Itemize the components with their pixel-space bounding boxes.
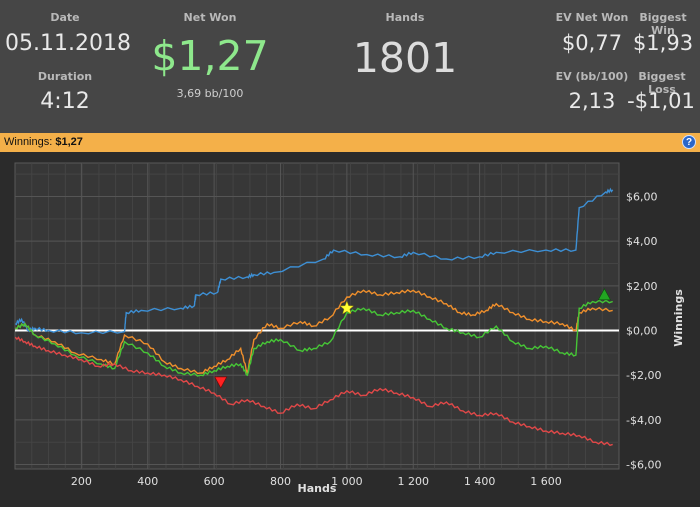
winnings-label: Winnings:: [4, 136, 53, 148]
grid: [15, 163, 619, 469]
biggest-win-marker: [597, 288, 611, 301]
y-tick-label: -$2,00: [626, 369, 661, 382]
net-won-label: Net Won: [183, 11, 237, 24]
green-series-line: [15, 299, 613, 377]
series-lines: [14, 187, 614, 447]
red-series-line: [14, 336, 613, 447]
ev-net-won-label: EV Net Won: [555, 11, 629, 24]
hands-label: Hands: [385, 11, 425, 24]
winnings-bar: Winnings: $1,27 ?: [0, 133, 700, 152]
y-axis-label: Winnings: [672, 289, 685, 347]
markers: [214, 288, 611, 389]
y-ticks: $6,00 $4,00 $2,00 $0,00 -$2,00 -$4,00 -$6,00: [626, 191, 661, 472]
x-tick-label: 1 600: [530, 475, 562, 488]
blue-series-line: [15, 187, 614, 335]
x-tick-label: 1 000: [331, 475, 363, 488]
bb-per-100: 3,69 bb/100: [176, 87, 244, 100]
ev-net-won-value: $0,77: [561, 31, 623, 55]
x-tick-label: 400: [137, 475, 158, 488]
x-tick-label: 1 200: [397, 475, 429, 488]
help-icon[interactable]: ?: [682, 135, 696, 149]
x-tick-label: 1 400: [464, 475, 496, 488]
y-tick-label: -$6,00: [626, 459, 661, 472]
stats-panel: Date 05.11.2018 Duration 4:12 Net Won $1…: [0, 0, 700, 133]
y-tick-label: $4,00: [626, 235, 658, 248]
biggest-loss-marker: [214, 376, 228, 389]
x-axis-label: Hands: [298, 482, 337, 495]
y-tick-label: $6,00: [626, 191, 658, 204]
y-tick-label: $2,00: [626, 280, 658, 293]
duration-value: 4:12: [40, 89, 90, 114]
ev-bb-label: EV (bb/100): [555, 70, 629, 83]
x-ticks: 200 400 600 800 1 000 1 200 1 400 1 600: [71, 475, 562, 488]
biggest-win-value: $1,93: [632, 31, 694, 55]
biggest-loss-value: -$1,01: [627, 89, 695, 113]
net-won-value: $1,27: [151, 32, 269, 80]
date-label: Date: [50, 11, 80, 24]
biggest-loss-label: Biggest Loss: [638, 70, 686, 96]
x-tick-label: 600: [204, 475, 225, 488]
x-tick-label: 800: [270, 475, 291, 488]
chart-svg: 200 400 600 800 1 000 1 200 1 400 1 600 $6,00 $4…: [14, 162, 685, 495]
winnings-value: $1,27: [55, 136, 83, 148]
x-tick-label: 200: [71, 475, 92, 488]
winnings-chart: 200 400 600 800 1 000 1 200 1 400 1 600 $6,00 $4…: [0, 152, 700, 503]
duration-label: Duration: [37, 70, 93, 83]
star-marker: [339, 300, 355, 315]
date-value: 05.11.2018: [5, 31, 131, 56]
y-tick-label: -$4,00: [626, 414, 661, 427]
hands-value: 1801: [352, 34, 458, 82]
winnings-summary: Winnings: $1,27: [4, 136, 83, 148]
orange-series-line: [15, 288, 613, 376]
ev-bb-value: 2,13: [568, 89, 616, 113]
biggest-win-label: Biggest Win: [639, 11, 687, 37]
y-tick-label: $0,00: [626, 325, 658, 338]
